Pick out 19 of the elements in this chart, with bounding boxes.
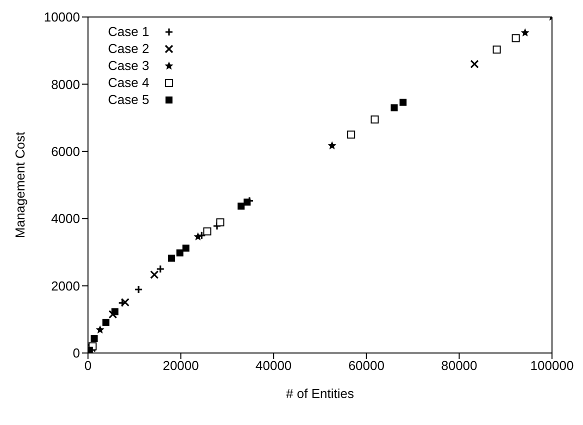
x-tick-label: 20000 (162, 358, 199, 374)
y-tick-label: 4000 (51, 211, 80, 226)
legend-label: Case 4 (108, 74, 150, 91)
y-tick-label: 6000 (51, 144, 80, 160)
y-tick-label: 10000 (44, 10, 80, 25)
legend-label: Case 3 (108, 57, 150, 74)
x-tick-label: 100000 (530, 358, 574, 374)
legend-label: Case 5 (108, 91, 150, 108)
x-tick-label: 40000 (256, 358, 292, 374)
y-tick-label: 2000 (51, 278, 80, 294)
legend-label: Case 2 (108, 40, 150, 57)
y-axis-title: Management Cost (12, 132, 28, 238)
y-tick-label: 0 (72, 346, 80, 361)
x-tick-label: 60000 (348, 358, 384, 374)
y-tick-label: 8000 (51, 76, 80, 92)
x-tick-label: 80000 (441, 358, 478, 374)
legend-label: Case 1 (108, 23, 150, 40)
x-axis-title: # of Entities (286, 386, 354, 401)
x-tick-label: 0 (84, 358, 92, 374)
